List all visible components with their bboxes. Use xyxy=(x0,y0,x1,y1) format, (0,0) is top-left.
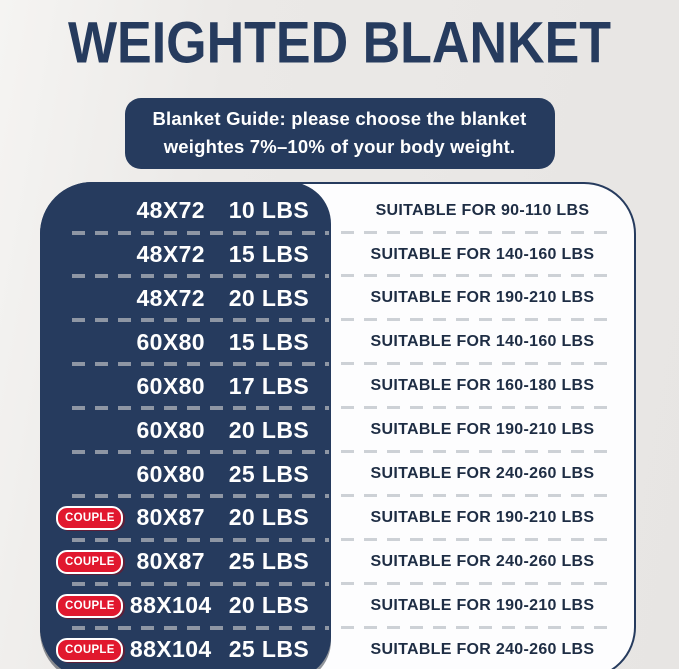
couple-badge-slot: COUPLE xyxy=(56,418,123,442)
table-row: COUPLE 60X80 15 LBS SUITABLE FOR 140-160… xyxy=(42,320,634,367)
row-size-cell: COUPLE 60X80 15 LBS xyxy=(42,320,331,367)
table-row: COUPLE 60X80 20 LBS SUITABLE FOR 190-210… xyxy=(42,408,634,455)
size-label: 88X104 xyxy=(129,636,212,663)
size-label: 88X104 xyxy=(129,592,212,619)
couple-badge-slot: COUPLE xyxy=(56,199,123,223)
row-size-cell: COUPLE 88X104 20 LBS xyxy=(42,584,331,630)
weight-label: 15 LBS xyxy=(228,241,310,268)
weight-label: 20 LBS xyxy=(228,504,310,531)
row-size-cell: COUPLE 48X72 10 LBS xyxy=(42,189,331,235)
couple-badge: COUPLE xyxy=(56,505,123,530)
guide-banner-line-1: Blanket Guide: please choose the blanket xyxy=(152,108,527,130)
couple-badge-slot: COUPLE xyxy=(56,330,123,354)
couple-badge-slot: COUPLE xyxy=(56,505,123,530)
table-row: COUPLE 80X87 25 LBS SUITABLE FOR 240-260… xyxy=(42,540,634,586)
couple-badge: COUPLE xyxy=(56,637,123,662)
table-row: COUPLE 88X104 25 LBS SUITABLE FOR 240-26… xyxy=(42,628,634,669)
row-suitable-cell: SUITABLE FOR 240-260 LBS xyxy=(331,628,634,669)
suitable-label: SUITABLE FOR 240-260 LBS xyxy=(370,640,595,658)
row-suitable-cell: SUITABLE FOR 190-210 LBS xyxy=(331,276,634,322)
weight-label: 20 LBS xyxy=(228,592,310,619)
couple-badge-slot: COUPLE xyxy=(56,286,123,310)
table-row: COUPLE 48X72 10 LBS SUITABLE FOR 90-110 … xyxy=(42,189,634,235)
size-label: 60X80 xyxy=(136,328,205,355)
weight-label: 15 LBS xyxy=(228,328,310,355)
row-suitable-cell: SUITABLE FOR 90-110 LBS xyxy=(331,189,634,234)
table-rows: COUPLE 48X72 10 LBS SUITABLE FOR 90-110 … xyxy=(42,189,634,669)
row-suitable-cell: SUITABLE FOR 190-210 LBS xyxy=(331,408,634,454)
suitable-label: SUITABLE FOR 240-260 LBS xyxy=(370,465,595,483)
suitable-label: SUITABLE FOR 190-210 LBS xyxy=(370,289,595,307)
page-title: WEIGHTED BLANKET xyxy=(67,10,612,76)
row-size-cell: COUPLE 48X72 15 LBS xyxy=(42,233,331,279)
row-suitable-cell: SUITABLE FOR 140-160 LBS xyxy=(331,233,634,278)
suitable-label: SUITABLE FOR 190-210 LBS xyxy=(370,508,595,526)
row-size-cell: COUPLE 60X80 25 LBS xyxy=(42,452,331,498)
guide-banner: Blanket Guide: please choose the blanket… xyxy=(124,98,555,169)
weight-label: 20 LBS xyxy=(228,284,310,311)
row-size-cell: COUPLE 60X80 17 LBS xyxy=(42,364,331,411)
weight-label: 25 LBS xyxy=(228,548,310,575)
couple-badge-slot: COUPLE xyxy=(56,374,123,398)
row-size-cell: COUPLE 80X87 20 LBS xyxy=(42,496,331,542)
weight-label: 17 LBS xyxy=(228,372,310,399)
row-suitable-cell: SUITABLE FOR 140-160 LBS xyxy=(331,320,634,366)
guide-banner-line-2: weightes 7%–10% of your body weight. xyxy=(163,135,516,157)
size-guide-table: COUPLE 48X72 10 LBS SUITABLE FOR 90-110 … xyxy=(40,181,636,669)
row-suitable-cell: SUITABLE FOR 240-260 LBS xyxy=(331,540,634,585)
weight-label: 10 LBS xyxy=(228,197,310,224)
row-size-cell: COUPLE 60X80 20 LBS xyxy=(42,408,331,455)
table-row: COUPLE 60X80 17 LBS SUITABLE FOR 160-180… xyxy=(42,364,634,411)
weight-label: 25 LBS xyxy=(228,636,310,663)
table-left-panel-background xyxy=(40,181,331,669)
table-row: COUPLE 48X72 20 LBS SUITABLE FOR 190-210… xyxy=(42,276,634,323)
size-label: 48X72 xyxy=(136,284,205,311)
row-suitable-cell: SUITABLE FOR 190-210 LBS xyxy=(331,584,634,629)
suitable-label: SUITABLE FOR 90-110 LBS xyxy=(375,201,590,219)
size-label: 60X80 xyxy=(136,372,205,399)
size-label: 80X87 xyxy=(136,504,205,531)
couple-badge-slot: COUPLE xyxy=(56,637,123,662)
couple-badge-slot: COUPLE xyxy=(56,243,123,267)
couple-badge-slot: COUPLE xyxy=(56,549,123,574)
suitable-label: SUITABLE FOR 140-160 LBS xyxy=(370,333,595,351)
suitable-label: SUITABLE FOR 140-160 LBS xyxy=(370,245,595,263)
table-row: COUPLE 80X87 20 LBS SUITABLE FOR 190-210… xyxy=(42,496,634,542)
row-suitable-cell: SUITABLE FOR 240-260 LBS xyxy=(331,452,634,497)
row-size-cell: COUPLE 80X87 25 LBS xyxy=(42,540,331,586)
couple-badge-slot: COUPLE xyxy=(56,593,123,618)
size-label: 48X72 xyxy=(136,241,205,268)
couple-badge: COUPLE xyxy=(56,549,123,574)
weight-label: 25 LBS xyxy=(228,460,310,487)
weight-label: 20 LBS xyxy=(228,416,310,443)
suitable-label: SUITABLE FOR 160-180 LBS xyxy=(370,377,595,395)
suitable-label: SUITABLE FOR 190-210 LBS xyxy=(370,421,595,439)
suitable-label: SUITABLE FOR 240-260 LBS xyxy=(370,552,595,570)
size-label: 80X87 xyxy=(136,548,205,575)
table-row: COUPLE 60X80 25 LBS SUITABLE FOR 240-260… xyxy=(42,452,634,498)
size-label: 60X80 xyxy=(136,416,205,443)
row-size-cell: COUPLE 48X72 20 LBS xyxy=(42,276,331,323)
size-label: 48X72 xyxy=(136,197,205,224)
row-size-cell: COUPLE 88X104 25 LBS xyxy=(42,628,331,669)
table-row: COUPLE 48X72 15 LBS SUITABLE FOR 140-160… xyxy=(42,233,634,279)
couple-badge-slot: COUPLE xyxy=(56,462,123,486)
size-label: 60X80 xyxy=(136,460,205,487)
row-suitable-cell: SUITABLE FOR 160-180 LBS xyxy=(331,364,634,410)
couple-badge: COUPLE xyxy=(56,593,123,618)
suitable-label: SUITABLE FOR 190-210 LBS xyxy=(370,596,595,614)
table-row: COUPLE 88X104 20 LBS SUITABLE FOR 190-21… xyxy=(42,584,634,630)
row-suitable-cell: SUITABLE FOR 190-210 LBS xyxy=(331,496,634,541)
